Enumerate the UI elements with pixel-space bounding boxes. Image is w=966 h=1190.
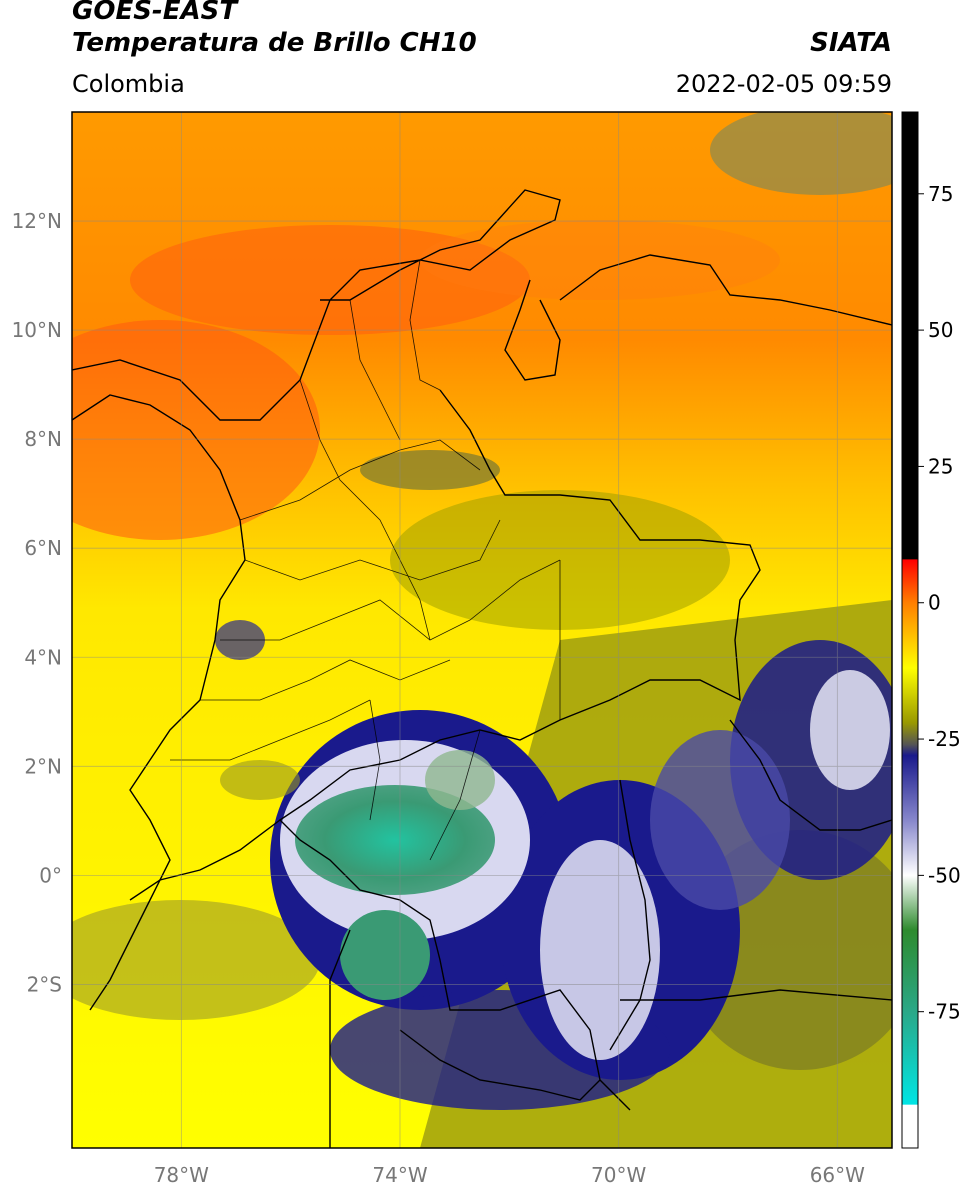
latitude-tick-label: 10°N: [12, 318, 62, 342]
colorbar: [901, 111, 919, 1149]
latitude-tick-labels: 12°N 10°N 8°N 6°N 4°N 2°N 0° 2°S: [12, 209, 62, 996]
region-label: Colombia: [72, 70, 185, 98]
latitude-tick-label: 2°S: [27, 972, 62, 996]
colorbar-tick-label: 0: [928, 591, 941, 615]
longitude-tick-labels: 78°W 74°W 70°W 66°W: [154, 1163, 865, 1187]
colorbar-tick-label: -25: [928, 727, 961, 751]
longitude-tick-label: 78°W: [154, 1163, 209, 1187]
department-borders: [170, 259, 561, 861]
latitude-tick-label: 0°: [39, 863, 62, 887]
colorbar-tick-label: 25: [928, 454, 953, 478]
latitude-tick-label: 4°N: [24, 645, 62, 669]
longitude-tick-label: 74°W: [372, 1163, 427, 1187]
source-label: SIATA: [810, 28, 892, 58]
map-frame: [71, 111, 893, 1149]
colorbar-tick-label: 50: [928, 318, 953, 342]
satellite-title: GOES-EAST: [72, 0, 238, 26]
datetime-label: 2022-02-05 09:59: [675, 70, 892, 98]
colorbar-tick-label: -75: [928, 1000, 961, 1024]
latitude-tick-label: 12°N: [12, 209, 62, 233]
graticule: [72, 112, 892, 1148]
latitude-tick-label: 2°N: [24, 754, 62, 778]
colorbar-tick-label: -50: [928, 863, 961, 887]
longitude-tick-label: 70°W: [591, 1163, 646, 1187]
colorbar-tick-label: 75: [928, 182, 953, 206]
product-title: Temperatura de Brillo CH10: [72, 28, 477, 58]
longitude-tick-label: 66°W: [810, 1163, 865, 1187]
latitude-tick-label: 8°N: [24, 427, 62, 451]
latitude-tick-label: 6°N: [24, 536, 62, 560]
brightness-temperature-field: [72, 112, 892, 1148]
colorbar-tick-labels: 75 50 25 0 -25 -50 -75: [918, 182, 961, 1024]
